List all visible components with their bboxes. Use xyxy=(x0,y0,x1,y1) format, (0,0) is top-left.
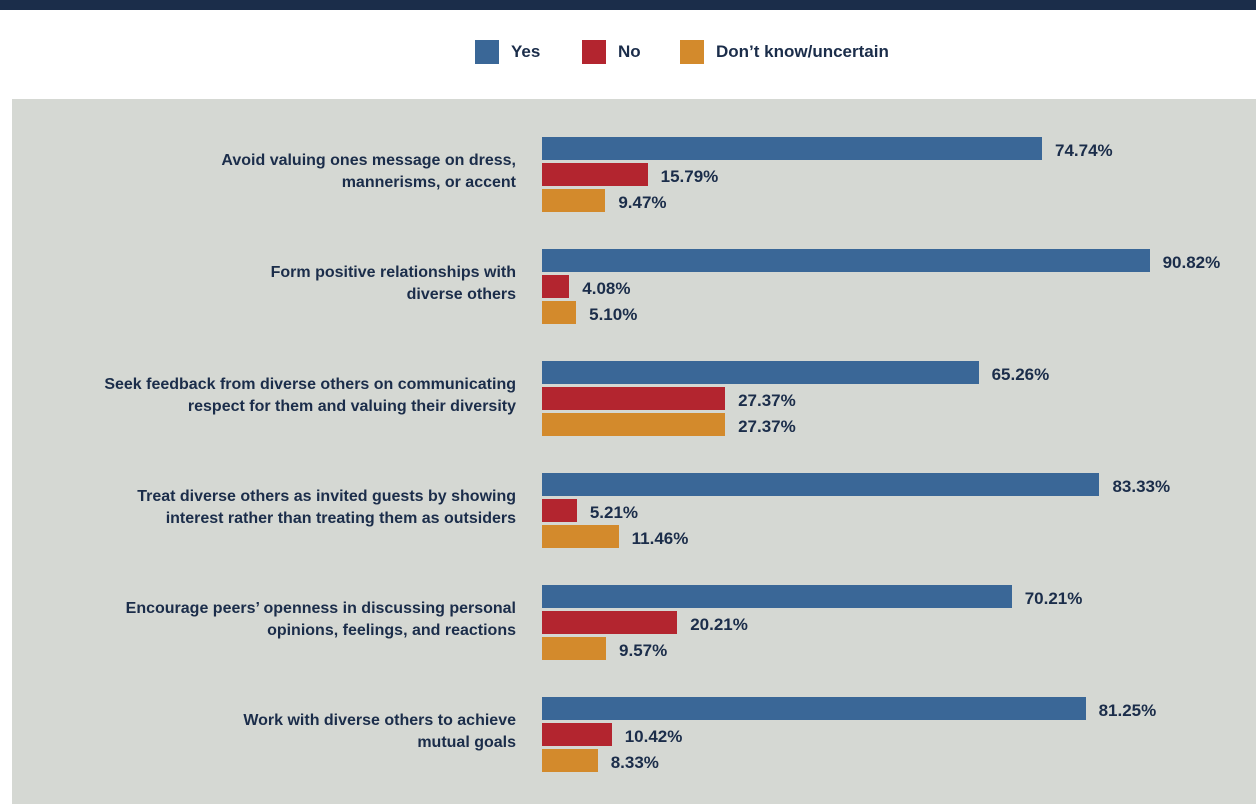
category-label-line: diverse others xyxy=(406,285,516,303)
value-label-no: 10.42% xyxy=(624,727,683,746)
bar-no xyxy=(542,499,577,522)
value-label-yes: 70.21% xyxy=(1024,589,1083,608)
bar-yes xyxy=(542,249,1150,272)
bar-no xyxy=(542,387,726,410)
category-label: Form positive relationships with diverse … xyxy=(16,262,516,306)
legend-label-yes: Yes xyxy=(511,42,541,61)
value-label-yes: 83.33% xyxy=(1112,477,1171,496)
category-label-line: respect for them and valuing their diver… xyxy=(187,397,516,415)
bar-uncertain xyxy=(542,525,619,548)
category-label-line: Form positive relationships with xyxy=(270,263,516,281)
value-label-uncertain: 27.37% xyxy=(738,417,796,436)
category-label-line: opinions, feelings, and reactions xyxy=(267,621,516,639)
value-label-uncertain: 9.57% xyxy=(619,641,668,660)
bar-uncertain xyxy=(542,413,726,436)
category-label: Treat diverse others as invited guests b… xyxy=(16,486,516,530)
legend: Yes No Don’t know/uncertain xyxy=(0,38,1256,66)
category-label-line: Treat diverse others as invited guests b… xyxy=(137,487,516,505)
category-label-line: Encourage peers’ openness in discussing … xyxy=(125,599,516,617)
category-label-line: mannerisms, or accent xyxy=(341,173,516,191)
top-rule xyxy=(0,0,1256,10)
legend-item-uncertain: Don’t know/uncertain xyxy=(680,38,889,66)
value-label-uncertain: 5.10% xyxy=(589,305,638,324)
value-label-uncertain: 8.33% xyxy=(610,753,659,772)
category-label: Avoid valuing ones message on dress, mann… xyxy=(16,150,516,194)
bar-no xyxy=(542,163,648,186)
value-label-uncertain: 11.46% xyxy=(631,529,689,548)
legend-label-uncertain: Don’t know/uncertain xyxy=(716,42,889,61)
value-label-no: 20.21% xyxy=(690,615,748,634)
category-label-line: Work with diverse others to achieve xyxy=(243,711,516,729)
category-label: Work with diverse others to achieve mutua… xyxy=(16,710,516,754)
bar-no xyxy=(542,275,570,298)
bar-no xyxy=(542,723,612,746)
category-label-line: interest rather than treating them as ou… xyxy=(165,509,516,527)
legend-label-no: No xyxy=(618,42,641,61)
category-label-line: Avoid valuing ones message on dress, xyxy=(221,151,516,169)
category-label-line: mutual goals xyxy=(417,733,516,751)
legend-swatch-no xyxy=(582,40,606,64)
legend-item-no: No xyxy=(582,38,641,66)
legend-swatch-uncertain xyxy=(680,40,704,64)
bar-uncertain xyxy=(542,189,606,212)
bar-yes xyxy=(542,137,1042,160)
bar-no xyxy=(542,611,678,634)
legend-item-yes: Yes xyxy=(475,38,540,66)
value-label-no: 5.21% xyxy=(589,503,639,522)
value-label-yes: 74.74% xyxy=(1055,141,1113,160)
bar-uncertain xyxy=(542,637,607,660)
value-label-uncertain: 9.47% xyxy=(618,193,667,212)
bar-yes xyxy=(542,473,1100,496)
category-label-line: Seek feedback from diverse others on com… xyxy=(104,375,516,393)
bar-uncertain xyxy=(542,749,598,772)
bar-uncertain xyxy=(542,301,577,324)
value-label-no: 27.37% xyxy=(738,391,796,410)
value-label-yes: 90.82% xyxy=(1162,253,1221,272)
value-label-yes: 65.26% xyxy=(991,365,1050,384)
category-label: Seek feedback from diverse others on com… xyxy=(16,374,516,418)
bar-yes xyxy=(542,361,979,384)
bar-yes xyxy=(542,697,1086,720)
bar-yes xyxy=(542,585,1012,608)
value-label-no: 15.79% xyxy=(660,167,719,186)
value-label-yes: 81.25% xyxy=(1098,701,1157,720)
category-label: Encourage peers’ openness in discussing … xyxy=(16,598,516,642)
chart-panel: Avoid valuing ones message on dress, mann… xyxy=(12,99,1256,804)
legend-swatch-yes xyxy=(475,40,499,64)
value-label-no: 4.08% xyxy=(582,279,631,298)
